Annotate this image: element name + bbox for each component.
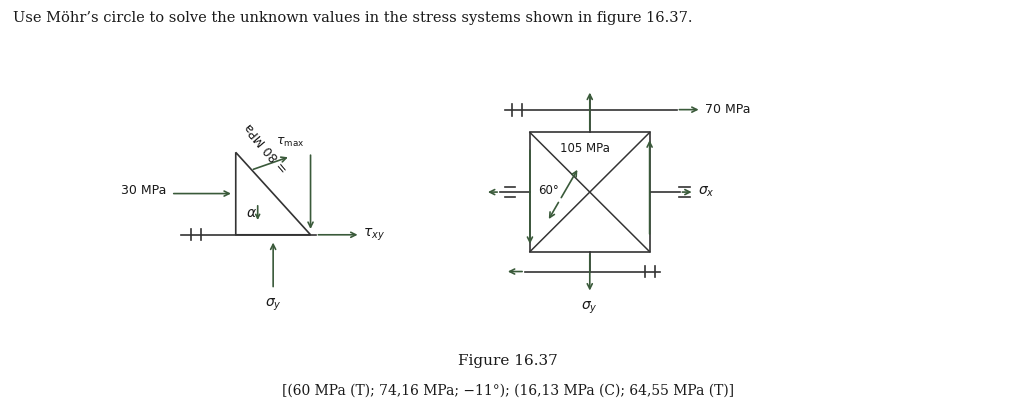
Text: = 80 MPa: = 80 MPa bbox=[242, 120, 291, 174]
Text: $\tau_{xy}$: $\tau_{xy}$ bbox=[363, 227, 385, 243]
Text: [(60 MPa (T); 74,16 MPa; −11°); (16,13 MPa (C); 64,55 MPa (T)]: [(60 MPa (T); 74,16 MPa; −11°); (16,13 M… bbox=[282, 384, 734, 398]
Text: Figure 16.37: Figure 16.37 bbox=[458, 354, 558, 368]
Text: $\alpha$: $\alpha$ bbox=[246, 206, 256, 220]
Text: $\tau_{\mathrm{max}}$: $\tau_{\mathrm{max}}$ bbox=[276, 136, 304, 149]
Text: $\sigma_y$: $\sigma_y$ bbox=[582, 299, 598, 316]
Text: 105 MPa: 105 MPa bbox=[560, 142, 610, 155]
Text: 30 MPa: 30 MPa bbox=[121, 184, 166, 197]
Text: 70 MPa: 70 MPa bbox=[706, 103, 751, 116]
Text: $\sigma_x$: $\sigma_x$ bbox=[699, 185, 715, 199]
Text: $\sigma_y$: $\sigma_y$ bbox=[264, 296, 282, 313]
Text: Use Möhr’s circle to solve the unknown values in the stress systems shown in fig: Use Möhr’s circle to solve the unknown v… bbox=[13, 11, 693, 25]
Text: 60°: 60° bbox=[538, 184, 558, 197]
